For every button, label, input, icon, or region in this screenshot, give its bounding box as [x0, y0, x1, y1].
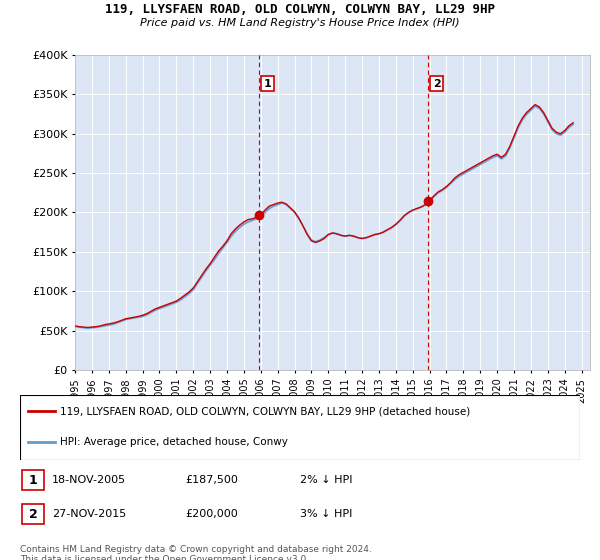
- Text: 18-NOV-2005: 18-NOV-2005: [52, 475, 126, 485]
- Text: 119, LLYSFAEN ROAD, OLD COLWYN, COLWYN BAY, LL29 9HP: 119, LLYSFAEN ROAD, OLD COLWYN, COLWYN B…: [105, 3, 495, 16]
- Text: 27-NOV-2015: 27-NOV-2015: [52, 509, 126, 519]
- Text: 1: 1: [29, 474, 37, 487]
- Text: £187,500: £187,500: [185, 475, 238, 485]
- Text: 2% ↓ HPI: 2% ↓ HPI: [300, 475, 353, 485]
- Text: Contains HM Land Registry data © Crown copyright and database right 2024.
This d: Contains HM Land Registry data © Crown c…: [20, 545, 372, 560]
- FancyBboxPatch shape: [22, 470, 44, 490]
- Text: 2: 2: [433, 78, 441, 88]
- Text: Price paid vs. HM Land Registry's House Price Index (HPI): Price paid vs. HM Land Registry's House …: [140, 18, 460, 28]
- Text: HPI: Average price, detached house, Conwy: HPI: Average price, detached house, Conw…: [60, 437, 288, 447]
- FancyBboxPatch shape: [22, 504, 44, 524]
- Text: 1: 1: [264, 78, 272, 88]
- Text: £200,000: £200,000: [185, 509, 238, 519]
- Text: 2: 2: [29, 507, 37, 520]
- Text: 119, LLYSFAEN ROAD, OLD COLWYN, COLWYN BAY, LL29 9HP (detached house): 119, LLYSFAEN ROAD, OLD COLWYN, COLWYN B…: [60, 406, 470, 416]
- Text: 3% ↓ HPI: 3% ↓ HPI: [300, 509, 352, 519]
